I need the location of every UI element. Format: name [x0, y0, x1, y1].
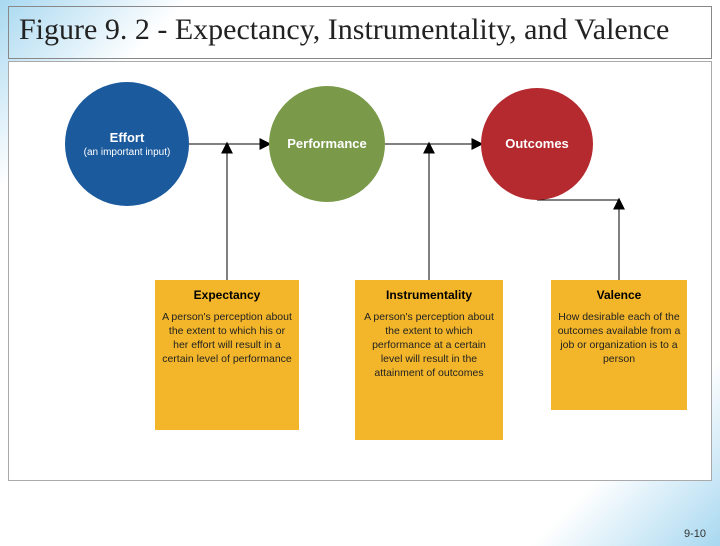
box-title: Valence — [557, 288, 681, 302]
box-body: How desirable each of the outcomes avail… — [557, 310, 681, 367]
circle-label: Outcomes — [505, 136, 569, 151]
page-number: 9-10 — [684, 528, 706, 540]
box-body: A person's perception about the extent t… — [361, 310, 497, 381]
diagram: Effort (an important input) Performance Out… — [9, 62, 711, 480]
figure-title: Figure 9. 2 - Expectancy, Instrumentalit… — [19, 13, 701, 48]
circle-label: Performance — [287, 136, 366, 151]
circle-sublabel: (an important input) — [84, 147, 171, 158]
diagram-frame: Effort (an important input) Performance Out… — [8, 61, 712, 481]
box-expectancy: Expectancy A person's perception about th… — [155, 280, 299, 430]
circle-label: Effort — [110, 130, 145, 145]
circle-outcomes: Outcomes — [481, 88, 593, 200]
box-body: A person's perception about the extent t… — [161, 310, 293, 367]
circle-effort: Effort (an important input) — [65, 82, 189, 206]
box-title: Expectancy — [161, 288, 293, 302]
box-instrumentality: Instrumentality A person's perception abo… — [355, 280, 503, 440]
circle-performance: Performance — [269, 86, 385, 202]
title-container: Figure 9. 2 - Expectancy, Instrumentalit… — [8, 6, 712, 59]
box-valence: Valence How desirable each of the outcome… — [551, 280, 687, 410]
box-title: Instrumentality — [361, 288, 497, 302]
